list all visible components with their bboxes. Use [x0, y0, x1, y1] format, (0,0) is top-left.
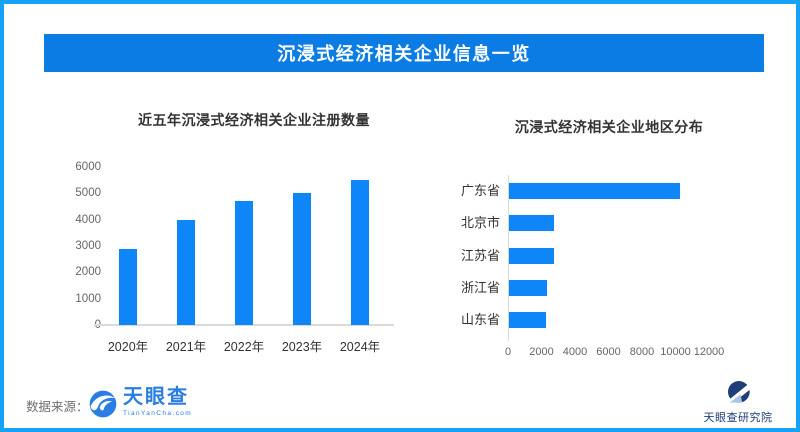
y-axis-line [508, 175, 509, 341]
y-axis-tick-label: 1000 [75, 292, 101, 305]
bar [509, 183, 680, 199]
y-axis-tick-label: 6000 [75, 161, 101, 173]
x-axis-category-label: 2024年 [339, 340, 381, 354]
bar [509, 215, 555, 232]
regions-chart-title: 沉浸式经济相关企业地区分布 [514, 119, 704, 135]
x-axis-tick-label: 12000 [693, 346, 725, 358]
regions-chart: 广东省北京市江苏省浙江省山东省 0 2000 4000 6000 8000 10000 120… [444, 169, 764, 369]
x-axis-tick-label: 6000 [596, 346, 621, 358]
bar [293, 193, 311, 325]
category-label: 浙江省 [460, 279, 500, 295]
registrations-chart-title: 近五年沉浸式经济相关企业注册数量 [138, 112, 370, 128]
registrations-chart: 01000200030004000500060002020年2021年2022年… [59, 154, 404, 359]
bar [177, 219, 195, 325]
tianyancha-logo-text: 天眼查 [123, 386, 189, 408]
bar [509, 247, 555, 264]
category-label: 广东省 [460, 183, 500, 198]
tianyancha-logo: 天眼查 TianYanCha.com [88, 385, 192, 419]
category-label: 江苏省 [460, 247, 500, 263]
header-banner: 沉浸式经济相关企业信息一览 [44, 34, 764, 72]
x-axis-category-label: 2022年 [223, 340, 265, 354]
bar [351, 180, 369, 325]
institute-name: 天眼查研究院 [703, 412, 773, 424]
x-axis-tick-label: 10000 [660, 346, 691, 358]
tianyancha-institute-icon [726, 381, 752, 405]
tianyancha-swirl-icon [89, 390, 117, 418]
institute-logo: 天眼查研究院 [696, 380, 780, 425]
y-axis-tick-label: 5000 [75, 187, 101, 200]
x-axis-tick-label: 4000 [562, 346, 588, 358]
y-axis-tick-label: 2000 [75, 266, 101, 279]
page-title: 沉浸式经济相关企业信息一览 [277, 44, 531, 64]
x-axis-category-label: 2021年 [165, 340, 207, 354]
x-axis-tick-label: 8000 [629, 346, 655, 358]
data-source-label: 数据来源： [26, 400, 89, 414]
tianyancha-domain-text: TianYanCha.com [123, 410, 193, 417]
x-axis-category-label: 2023年 [281, 340, 323, 354]
x-axis-tick-label: 0 [504, 346, 512, 358]
y-axis-tick-label: 4000 [75, 213, 101, 226]
x-axis-line [94, 324, 394, 326]
bar [119, 248, 137, 325]
bar [509, 279, 547, 296]
bar [235, 201, 253, 325]
x-axis-tick-label: 2000 [529, 346, 554, 358]
x-axis-category-label: 2020年 [107, 340, 149, 354]
y-axis-tick-label: 3000 [75, 240, 101, 252]
bar [509, 312, 546, 329]
category-label: 山东省 [460, 312, 500, 328]
category-label: 北京市 [460, 215, 500, 231]
tianyancha-logo-texts: 天眼查 TianYanCha.com [123, 385, 192, 417]
